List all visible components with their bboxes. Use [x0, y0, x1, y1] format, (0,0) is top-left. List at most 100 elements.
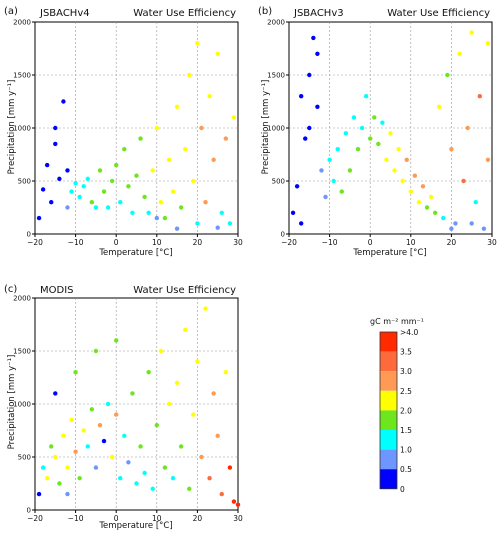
x-tick-label: 20 [193, 514, 203, 523]
scatter-point [183, 147, 188, 152]
scatter-point [359, 125, 365, 131]
x-tick-label: 30 [233, 514, 243, 523]
scatter-point [441, 215, 446, 221]
x-tick-label: 0 [368, 238, 373, 247]
scatter-point [162, 215, 168, 221]
scatter-point [215, 225, 220, 230]
scatter-point [461, 178, 466, 184]
scatter-point [170, 476, 176, 481]
scatter-point [142, 194, 147, 200]
scatter-point [408, 189, 413, 194]
scatter-point [126, 460, 131, 465]
scatter-point [211, 157, 216, 162]
scatter-point [219, 210, 224, 215]
scatter-point [215, 51, 220, 56]
scatter-point [195, 221, 200, 226]
scatter-point [69, 417, 74, 423]
scatter-point [146, 370, 151, 375]
scatter-point [150, 168, 155, 173]
scatter-point [400, 178, 405, 184]
x-axis-label: Temperature [°C] [352, 248, 426, 258]
x-tick-label: −20 [27, 238, 43, 247]
colorbar-segment [380, 351, 397, 372]
scatter-point [53, 125, 58, 131]
scatter-point [191, 412, 196, 417]
x-tick-label: 30 [233, 238, 243, 247]
scatter-point [77, 476, 82, 481]
x-tick-label: 10 [406, 238, 416, 247]
scatter-point [298, 94, 304, 99]
scatter-point [327, 157, 332, 162]
scatter-point [335, 147, 340, 152]
scatter-point [347, 168, 353, 173]
scatter-point [166, 157, 172, 162]
y-tick-label: 0 [27, 507, 31, 515]
scatter-point [154, 125, 159, 131]
scatter-point [36, 491, 42, 497]
scatter-point [93, 205, 99, 210]
colorbar-segment [380, 332, 397, 352]
y-tick-label: 0 [27, 231, 31, 239]
panel-letter: (c) [4, 284, 17, 295]
scatter-point [380, 120, 385, 125]
colorbar-segment [380, 371, 397, 391]
y-tick-label: 500 [18, 454, 31, 462]
scatter-point [150, 486, 155, 491]
scatter-point [166, 401, 172, 407]
scatter-point [73, 449, 78, 454]
scatter-point [138, 136, 143, 141]
colorbar-tick-label: >4.0 [400, 328, 418, 337]
x-axis-label: Temperature [°C] [98, 248, 172, 258]
panel-model-label: JSBACHv4 [39, 8, 90, 19]
scatter-point [307, 72, 312, 78]
scatter-point [178, 444, 184, 449]
scatter-point [485, 41, 491, 46]
y-tick-label: 500 [272, 178, 285, 186]
scatter-point [130, 210, 135, 215]
colorbar-tick-label: 0.5 [400, 465, 412, 474]
scatter-point [73, 370, 78, 375]
colorbar-tick-label: 3.5 [400, 348, 412, 357]
y-tick-label: 2000 [13, 295, 31, 303]
scatter-point [404, 157, 409, 162]
colorbar-tick-label: 1.0 [400, 446, 412, 455]
scatter-point [65, 168, 70, 173]
scatter-point [290, 210, 296, 215]
scatter-point [61, 99, 66, 104]
scatter-point [105, 401, 111, 407]
colorbar-segment [380, 469, 397, 489]
scatter-point [65, 491, 70, 497]
x-tick-label: 20 [193, 238, 203, 247]
scatter-point [134, 173, 139, 178]
scatter-point [138, 444, 143, 449]
x-axis-label: Temperature [°C] [98, 521, 172, 531]
scatter-point [81, 184, 86, 189]
scatter-point [49, 200, 54, 205]
scatter-point [118, 476, 123, 481]
scatter-point [85, 176, 90, 182]
x-tick-label: −20 [281, 238, 297, 247]
scatter-point [412, 173, 418, 178]
colorbar-tick-label: 1.5 [400, 426, 412, 435]
scatter-point [142, 470, 147, 476]
scatter-point [319, 168, 324, 173]
scatter-point [307, 125, 312, 131]
panel-a: (a) JSBACHv4 Water Use Efficiency Temper… [4, 6, 243, 258]
scatter-point [311, 35, 316, 41]
scatter-point [351, 115, 357, 120]
colorbar-segment [380, 430, 397, 450]
colorbar-segment [380, 410, 397, 430]
colorbar-tick-label: 3.0 [400, 367, 412, 376]
scatter-point [453, 221, 458, 226]
scatter-point [195, 41, 200, 46]
scatter-point [101, 189, 107, 194]
colorbar-frame [379, 331, 398, 490]
x-tick-label: −20 [27, 514, 43, 523]
scatter-point [368, 136, 373, 141]
y-tick-label: 1000 [267, 125, 285, 133]
scatter-point [187, 72, 192, 78]
scatter-point [77, 194, 82, 200]
scatter-point [215, 433, 220, 438]
scatter-point [315, 104, 320, 110]
scatter-point [343, 131, 349, 136]
